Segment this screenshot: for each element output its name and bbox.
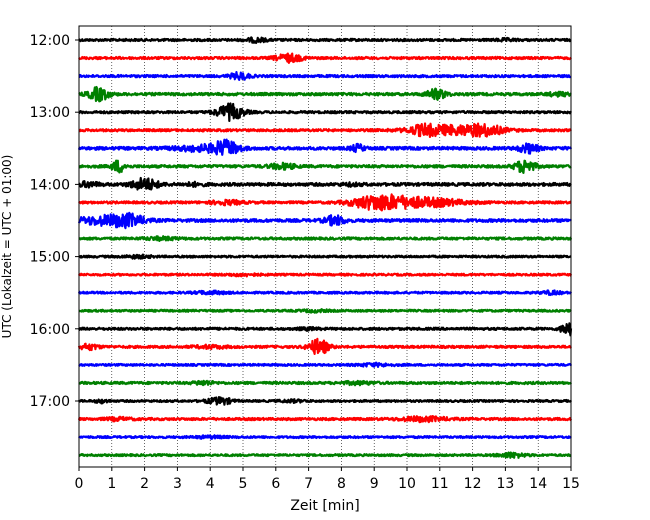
y-tick-label: 15:00	[30, 250, 70, 266]
x-tick-label: 2	[140, 476, 149, 492]
x-tick-label: 9	[370, 476, 379, 492]
y-tick-label: 12:00	[30, 33, 70, 49]
trace-1715	[77, 414, 572, 424]
y-tick-label: 17:00	[30, 394, 70, 410]
trace-1545	[78, 308, 572, 314]
y-tick-label: 14:00	[30, 177, 70, 193]
x-tick-label: 0	[75, 476, 84, 492]
x-tick-label: 4	[206, 476, 215, 492]
x-tick-label: 15	[562, 476, 580, 492]
y-axis: 12:00 13:00 14:00 15:00 16:00 17:00	[30, 33, 79, 410]
trace-1300	[78, 102, 572, 123]
trace-1515	[77, 272, 573, 278]
x-axis-label: Zeit [min]	[290, 498, 359, 514]
trace-1730	[78, 434, 572, 440]
trace-1630	[78, 361, 573, 368]
trace-1200	[78, 36, 572, 45]
trace-1645	[78, 379, 572, 387]
x-tick-label: 8	[337, 476, 346, 492]
trace-1430	[77, 211, 572, 230]
x-tick-label: 5	[239, 476, 248, 492]
x-tick-label: 6	[271, 476, 280, 492]
trace-1415	[78, 193, 572, 212]
trace-1600	[77, 322, 573, 337]
x-tick-label: 1	[107, 476, 116, 492]
trace-1615	[77, 337, 572, 356]
trace-1500	[78, 253, 572, 260]
trace-1230	[78, 71, 572, 81]
x-tick-label: 7	[304, 476, 313, 492]
x-axis: 0 1 2 3 4 5 6 7 8 9 10 11 12 13 14 15	[75, 467, 580, 492]
trace-1400	[78, 176, 572, 191]
x-tick-label: 12	[464, 476, 482, 492]
trace-1530	[77, 289, 573, 297]
trace-1345	[78, 159, 572, 174]
y-tick-label: 16:00	[30, 322, 70, 338]
x-tick-label: 10	[398, 476, 416, 492]
x-tick-label: 11	[431, 476, 449, 492]
trace-1215	[78, 52, 572, 64]
trace-1445	[78, 235, 573, 242]
x-tick-label: 13	[496, 476, 514, 492]
trace-1700	[77, 396, 572, 406]
trace-1245	[78, 85, 572, 103]
trace-layer	[77, 36, 573, 459]
y-tick-label: 13:00	[30, 105, 70, 121]
plot-frame	[78, 25, 572, 468]
trace-1745	[78, 451, 572, 459]
x-tick-label: 14	[529, 476, 547, 492]
y-axis-label: UTC (Lokalzeit = UTC + 01:00)	[0, 155, 14, 339]
x-tick-label: 3	[173, 476, 182, 492]
trace-1330	[77, 138, 573, 156]
trace-1315	[78, 122, 572, 139]
